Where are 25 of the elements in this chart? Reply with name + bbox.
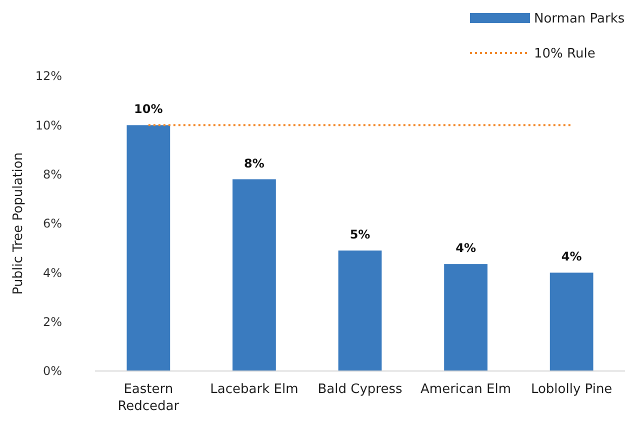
data-label: 5% <box>350 228 370 242</box>
y-axis-title: Public Tree Population <box>11 152 26 295</box>
bar <box>444 264 488 371</box>
y-tick-label: 12% <box>35 69 62 84</box>
y-tick-label: 2% <box>42 315 62 330</box>
x-tick-label: American Elm <box>420 382 512 397</box>
data-label: 4% <box>456 241 476 256</box>
y-tick-label: 0% <box>42 364 62 378</box>
bar <box>550 272 594 371</box>
bar <box>232 179 276 371</box>
data-label: 4% <box>561 250 582 264</box>
y-tick-label: 4% <box>42 266 62 280</box>
bar <box>338 250 382 371</box>
legend-label: Norman Parks <box>534 12 625 27</box>
x-tick-label: Lacebark Elm <box>210 382 298 397</box>
bar <box>126 125 170 371</box>
data-label: 8% <box>244 156 264 170</box>
y-tick-label: 6% <box>42 216 62 231</box>
x-tick-label: Eastern Redcedar <box>118 382 180 414</box>
x-tick-label: Bald Cypress <box>318 382 402 397</box>
y-tick-label: 10% <box>35 118 62 132</box>
y-tick-label: 8% <box>42 168 62 182</box>
data-label: 10% <box>134 102 163 116</box>
legend-label: 10% Rule <box>534 46 596 62</box>
x-tick-label: Loblolly Pine <box>530 382 612 397</box>
